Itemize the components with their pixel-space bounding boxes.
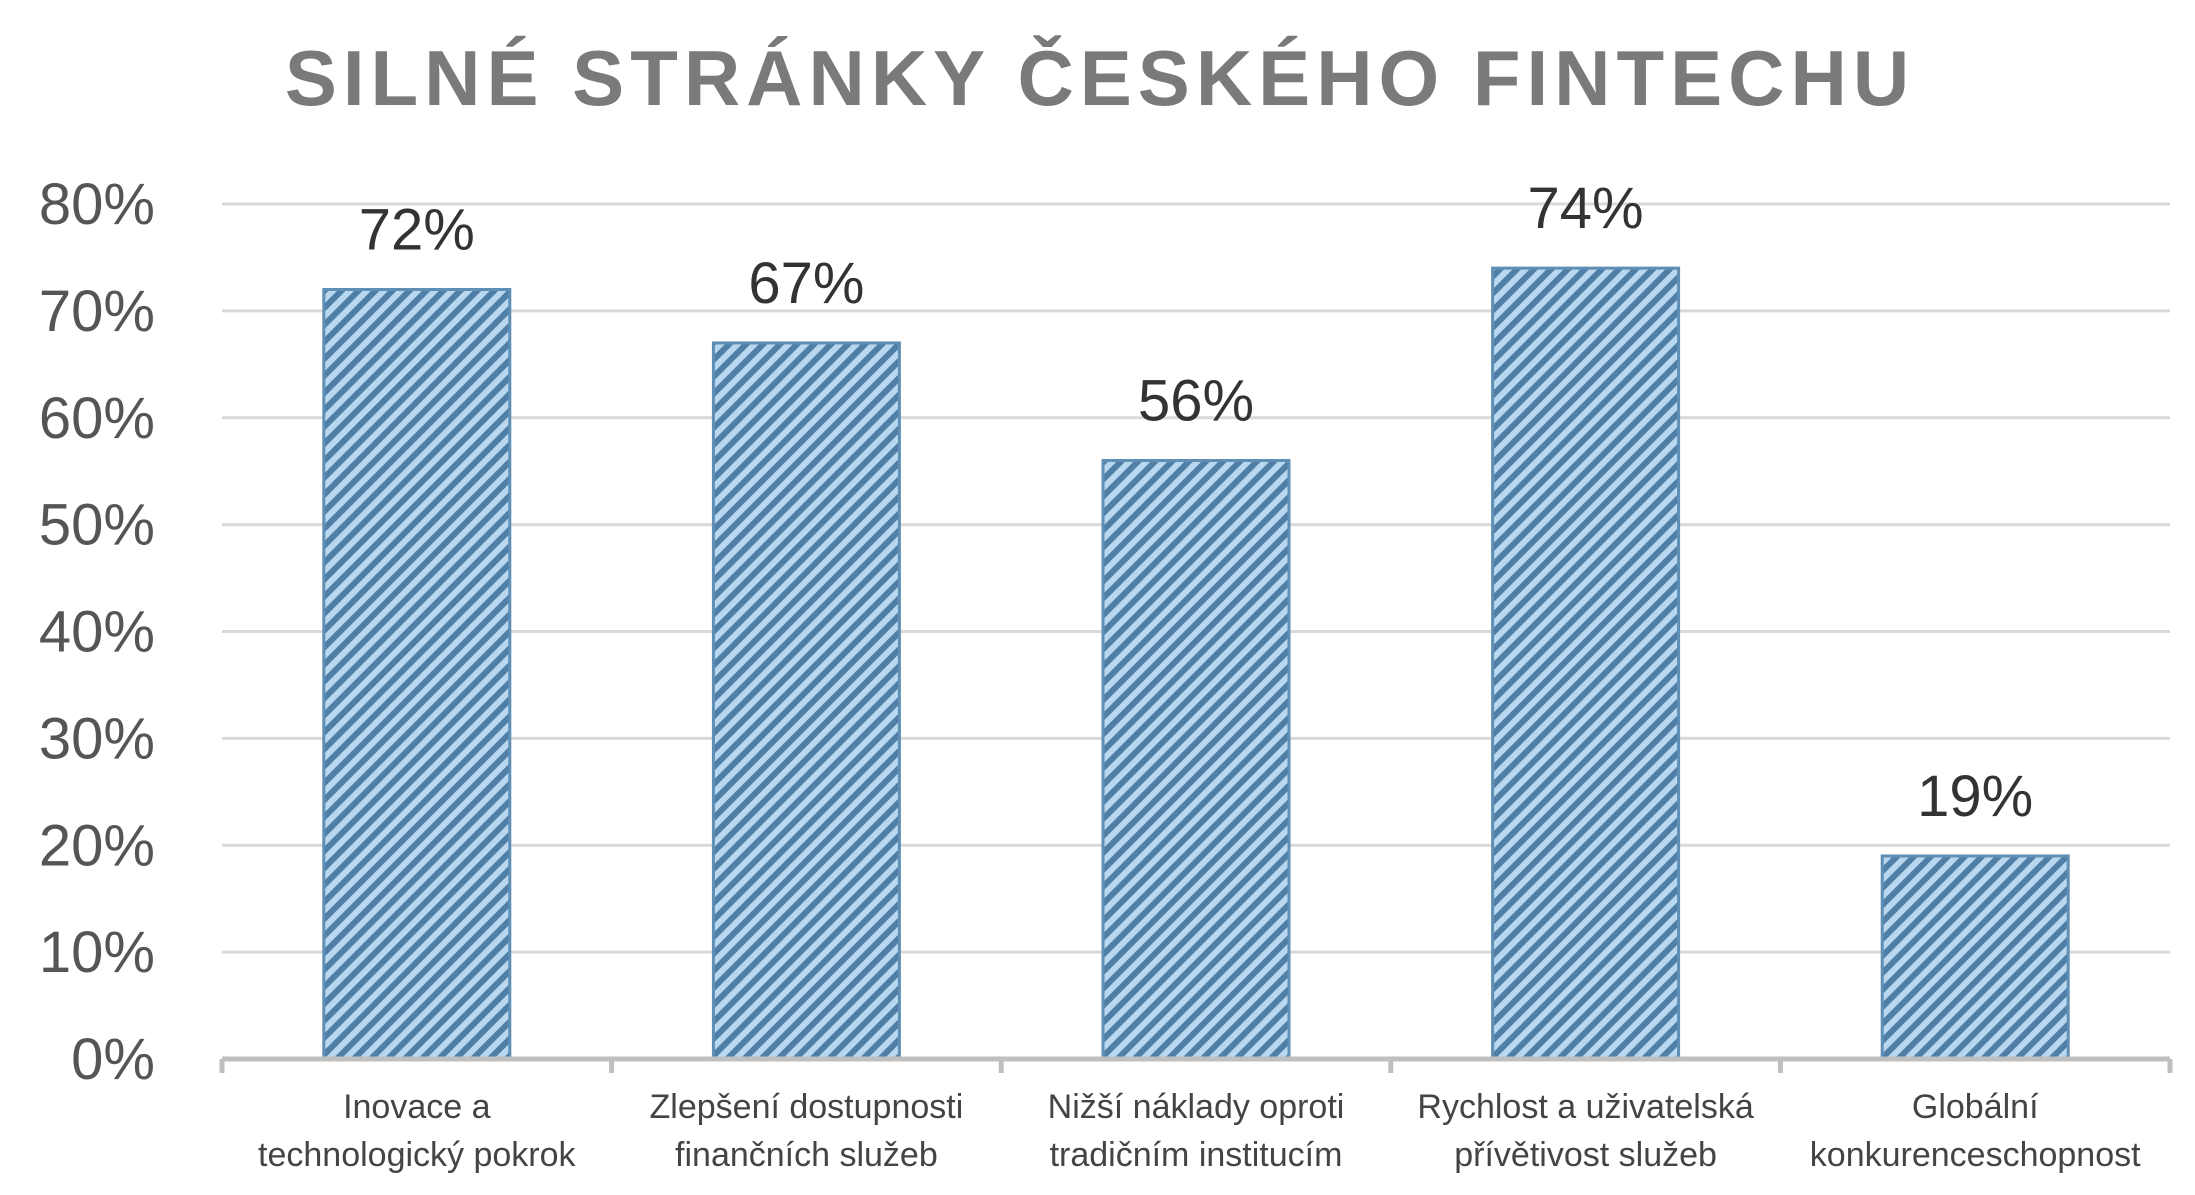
y-tick-label: 40% xyxy=(39,600,155,665)
y-tick-label: 0% xyxy=(71,1027,155,1092)
x-category-label: Rychlost a uživatelská xyxy=(1417,1088,1753,1126)
y-axis-tick-labels: 0% 10% 20% 30% 40% 50% 60% 70% 80% xyxy=(39,172,155,1092)
bar xyxy=(322,288,512,1061)
x-category-label: Inovace a xyxy=(343,1088,491,1126)
x-axis-category-labels: Inovace a technologický pokrok Zlepšení do… xyxy=(258,1088,2141,1174)
bars xyxy=(322,266,2070,1061)
chart-title: SILNÉ STRÁNKY ČESKÉHO FINTECHU xyxy=(285,34,1915,122)
x-category-label: finančních služeb xyxy=(675,1136,938,1174)
y-tick-label: 70% xyxy=(39,279,155,344)
data-label: 67% xyxy=(748,251,864,316)
bar xyxy=(711,341,901,1061)
x-category-label: Zlepšení dostupnosti xyxy=(650,1088,964,1126)
y-tick-label: 10% xyxy=(39,920,155,985)
y-tick-label: 60% xyxy=(39,386,155,451)
y-tick-label: 20% xyxy=(39,813,155,878)
y-tick-label: 50% xyxy=(39,493,155,558)
data-label: 19% xyxy=(1917,764,2033,829)
x-category-label: tradičním institucím xyxy=(1050,1136,1343,1174)
x-axis xyxy=(219,1056,2173,1073)
y-tick-label: 30% xyxy=(39,706,155,771)
data-label: 72% xyxy=(359,198,475,263)
x-category-label: technologický pokrok xyxy=(258,1136,577,1174)
bar xyxy=(1880,854,2070,1061)
x-category-label: přívětivost služeb xyxy=(1454,1136,1717,1174)
x-category-label: Nižší náklady oproti xyxy=(1048,1088,1345,1126)
data-label: 56% xyxy=(1138,369,1254,434)
data-label: 74% xyxy=(1528,176,1644,241)
bar xyxy=(1101,459,1291,1061)
x-category-label: Globální xyxy=(1912,1088,2039,1126)
x-category-label: konkurenceschopnost xyxy=(1810,1136,2141,1174)
bar xyxy=(1491,266,1681,1061)
y-tick-label: 80% xyxy=(39,172,155,237)
data-labels: 72% 67% 56% 74% 19% xyxy=(359,176,2033,829)
